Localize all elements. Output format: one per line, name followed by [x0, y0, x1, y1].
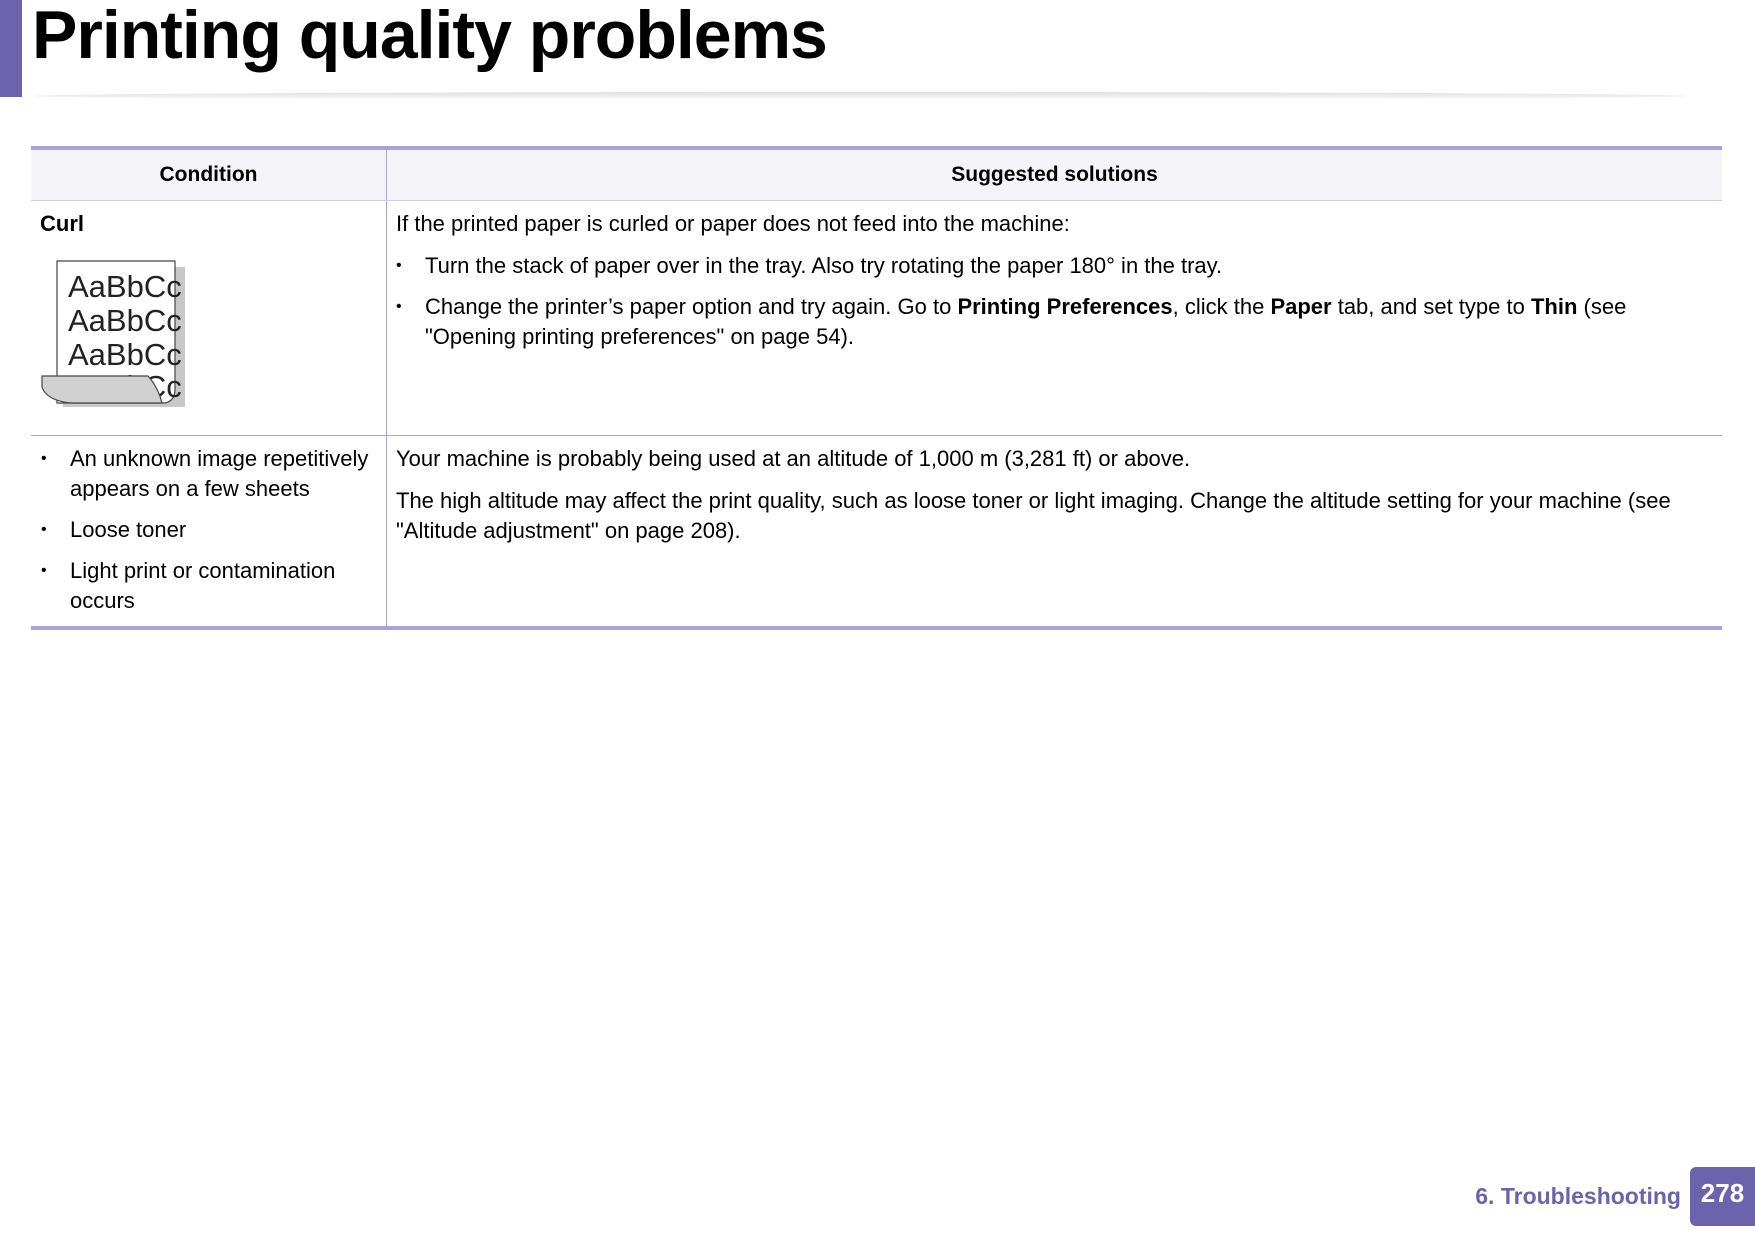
menu-reference: Printing Preferences	[957, 294, 1173, 319]
svg-text:AaBbCc: AaBbCc	[68, 303, 182, 338]
solution-cell: Your machine is probably being used at a…	[387, 436, 1723, 629]
svg-text:AaBbCc: AaBbCc	[68, 269, 182, 304]
option-reference: Thin	[1530, 294, 1578, 319]
header-condition: Condition	[31, 148, 387, 201]
accent-bar	[0, 0, 22, 97]
text: Change the printer’s paper option and tr…	[425, 294, 958, 319]
solution-bullet: Turn the stack of paper over in the tray…	[396, 251, 1713, 281]
cross-reference-text: (see "Opening printing preferences" on p…	[425, 294, 1627, 349]
tab-reference: Paper	[1270, 294, 1332, 319]
solution-text: The high altitude may affect the print q…	[396, 488, 1671, 543]
solution-bullet: Change the printer’s paper option and tr…	[396, 292, 1713, 352]
condition-cell: An unknown image repetitively appears on…	[31, 435, 387, 628]
page-number-badge: 278	[1690, 1167, 1755, 1226]
condition-cell: Curl AaBbCc AaBbCc AaBbCc AaBbCc	[31, 200, 387, 436]
curl-illustration: AaBbCc AaBbCc AaBbCc AaBbCc	[40, 257, 377, 425]
table-header-row: Condition Suggested solutions	[31, 148, 1722, 201]
chapter-link[interactable]: 6. Troubleshooting	[1475, 1183, 1681, 1209]
condition-bullet: An unknown image repetitively appears on…	[41, 444, 377, 504]
page-title: Printing quality problems	[32, 0, 828, 73]
troubleshooting-table: Condition Suggested solutions Curl AaBbC…	[31, 146, 1722, 630]
solution-intro: If the printed paper is curled or paper …	[396, 211, 1070, 236]
solution-text: Your machine is probably being used at a…	[396, 446, 1191, 471]
text: tab, and set type to	[1331, 294, 1531, 319]
header-solutions: Suggested solutions	[386, 148, 1722, 201]
table-row: Curl AaBbCc AaBbCc AaBbCc AaBbCc	[31, 200, 1723, 436]
title-divider	[35, 92, 1685, 100]
condition-label: Curl	[40, 211, 84, 236]
solution-cell: If the printed paper is curled or paper …	[387, 201, 1723, 436]
svg-text:AaBbCc: AaBbCc	[68, 337, 182, 372]
table-row: An unknown image repetitively appears on…	[31, 435, 1723, 629]
condition-bullet: Light print or contamination occurs	[41, 556, 377, 616]
condition-bullet: Loose toner	[41, 515, 377, 545]
text: , click the	[1172, 294, 1271, 319]
